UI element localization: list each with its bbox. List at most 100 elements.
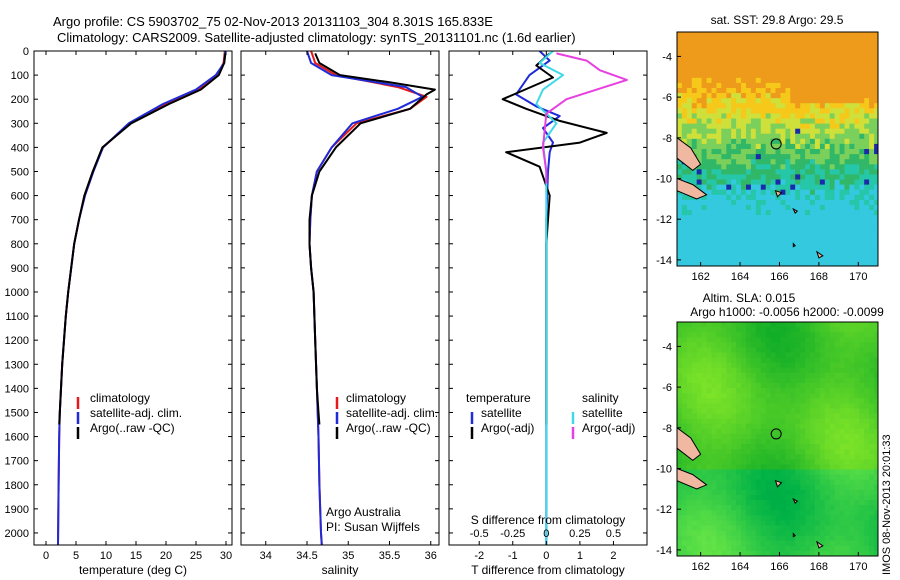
heatmap-cell — [844, 500, 850, 506]
y-tick-label: 1500 — [5, 407, 29, 419]
heatmap-cell — [750, 42, 757, 48]
heatmap-cell — [874, 332, 878, 338]
heatmap-cell — [731, 525, 737, 532]
heatmap-cell — [834, 72, 841, 79]
heatmap-cell — [711, 225, 717, 231]
heatmap-cell — [681, 550, 688, 556]
heatmap-cell — [834, 260, 841, 266]
heatmap-cell — [844, 545, 850, 552]
heatmap-cell — [805, 418, 811, 425]
heatmap-cell — [731, 403, 737, 410]
heatmap-cell — [849, 154, 855, 160]
heatmap-cell — [696, 515, 703, 521]
heatmap-cell — [869, 418, 875, 425]
y-tick-label: -14 — [656, 255, 672, 267]
heatmap-cell — [677, 352, 683, 359]
heatmap-cell — [795, 245, 801, 252]
heatmap-cell — [869, 327, 875, 333]
heatmap-cell — [726, 220, 732, 226]
heatmap-cell — [829, 255, 836, 262]
heatmap-cell — [746, 62, 752, 69]
heatmap-cell — [716, 194, 722, 201]
heatmap-cell — [874, 230, 878, 237]
heatmap-cell — [800, 439, 806, 445]
heatmap-cell — [736, 332, 742, 338]
heatmap-cell — [854, 393, 860, 399]
heatmap-cell — [746, 225, 752, 231]
heatmap-cell — [829, 439, 836, 445]
heatmap-cell — [780, 250, 786, 257]
heatmap-cell — [805, 174, 811, 181]
heatmap-cell — [770, 250, 777, 257]
heatmap-cell — [824, 235, 831, 242]
heatmap-cell — [849, 225, 855, 231]
heatmap-cell — [755, 179, 762, 186]
heatmap-cell — [834, 230, 841, 237]
heatmap-cell — [686, 378, 693, 384]
heatmap-cell — [874, 423, 878, 430]
heatmap-cell — [854, 77, 860, 84]
heatmap-cell — [711, 118, 717, 125]
heatmap-cell — [854, 169, 860, 175]
heatmap-cell — [716, 505, 722, 511]
heatmap-cell — [765, 433, 772, 440]
heatmap-cell — [824, 93, 831, 99]
series-line-1 — [306, 51, 424, 545]
heatmap-cell — [746, 372, 752, 379]
heatmap-cell — [770, 179, 777, 186]
heatmap-cell — [681, 505, 688, 511]
heatmap-cell — [829, 205, 836, 211]
heatmap-cell — [765, 52, 772, 58]
heatmap-cell — [864, 383, 870, 389]
heatmap-cell — [864, 174, 870, 181]
heatmap-cell — [750, 37, 757, 43]
heatmap-cell — [750, 469, 757, 476]
heatmap-cell — [829, 530, 836, 537]
heatmap-cell — [716, 240, 722, 247]
heatmap-cell — [750, 418, 757, 425]
heatmap-cell — [750, 489, 757, 496]
s-tick-label: 0.5 — [606, 528, 621, 540]
heatmap-cell — [686, 138, 693, 145]
heatmap-cell — [755, 393, 762, 399]
heatmap-cell — [844, 133, 850, 140]
heatmap-cell — [677, 103, 683, 109]
heatmap-cell — [874, 489, 878, 496]
heatmap-cell — [775, 418, 781, 425]
heatmap-cell — [760, 464, 767, 471]
heatmap-cell — [677, 215, 683, 221]
heatmap-cell — [795, 449, 801, 455]
heatmap-cell — [696, 98, 703, 104]
heatmap-cell — [765, 413, 772, 420]
heatmap-cell — [874, 210, 878, 216]
heatmap-cell — [741, 194, 747, 201]
heatmap-cell — [750, 88, 757, 94]
heatmap-cell — [849, 372, 855, 379]
heatmap-cell — [834, 479, 841, 486]
heatmap-cell — [785, 184, 791, 191]
heatmap-cell — [721, 220, 727, 226]
heatmap-cell — [859, 535, 865, 542]
sst-coastline-islands — [677, 137, 824, 259]
heatmap-cell — [706, 108, 713, 114]
heatmap-cell — [800, 337, 806, 343]
heatmap-cell — [824, 505, 831, 511]
heatmap-cell — [859, 52, 865, 58]
heatmap-cell — [760, 322, 767, 328]
heatmap-cell — [696, 474, 703, 481]
heatmap-cell — [770, 67, 777, 74]
heatmap-cell — [736, 57, 742, 64]
heatmap-cell — [691, 383, 698, 389]
x-tick-label: 10 — [100, 550, 112, 562]
heatmap-cell — [859, 215, 865, 221]
heatmap-cell — [711, 255, 717, 262]
heatmap-cell — [711, 159, 717, 165]
heatmap-cell — [814, 515, 821, 521]
heatmap-cell — [736, 433, 742, 440]
heatmap-cell — [849, 57, 855, 64]
heatmap-cell — [716, 535, 722, 542]
heatmap-cell — [686, 133, 693, 140]
heatmap-cell — [736, 454, 742, 460]
heatmap-cell — [844, 52, 850, 58]
